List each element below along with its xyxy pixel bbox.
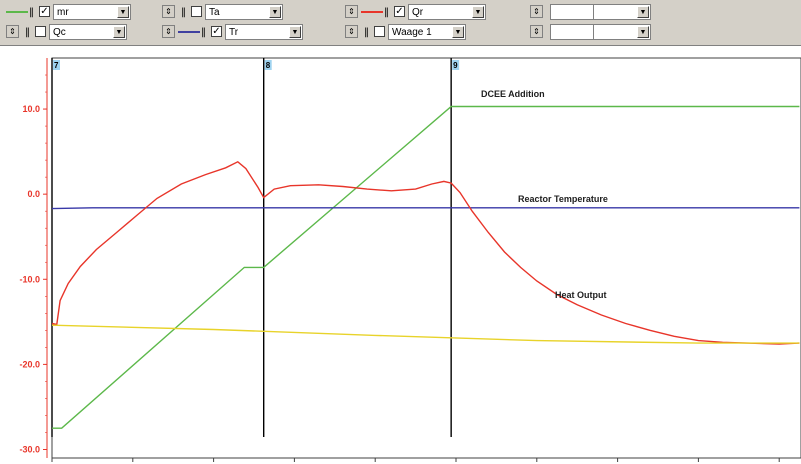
line-style-icon[interactable]: ‖ (364, 27, 369, 38)
series-lines (51, 105, 800, 429)
line-style-icon[interactable]: ‖ (384, 7, 389, 18)
channel-select-value: Ta (209, 7, 220, 18)
chevron-down-icon[interactable]: ▼ (113, 26, 125, 38)
chevron-down-icon[interactable]: ▼ (269, 6, 281, 18)
line-style-icon[interactable]: ‖ (29, 7, 34, 18)
annotation-dcee-addition: DCEE Addition (481, 89, 545, 99)
toolbar-row-1: ‖✓mr▼⇕‖Ta▼⇕‖✓Qr▼⇕‖▼ (0, 3, 801, 23)
channel-group: ⇕ ‖ Waage 1 ▼ (345, 23, 515, 43)
y-tick-label: -10.0 (19, 274, 40, 284)
event-markers: 7 8 9 (51, 58, 460, 437)
channel-select[interactable]: Qr ▼ (408, 4, 486, 20)
channel-select-value: Qr (412, 7, 424, 18)
channel-select[interactable]: Ta ▼ (205, 4, 283, 20)
visibility-checkbox[interactable] (35, 26, 46, 37)
empty-value-field[interactable] (550, 4, 594, 20)
channel-select[interactable]: mr ▼ (53, 4, 131, 20)
event-marker-tag[interactable] (264, 60, 272, 70)
chevron-down-icon[interactable]: ▼ (289, 26, 301, 38)
series-line (51, 207, 800, 210)
chevron-down-icon[interactable]: ▼ (117, 6, 129, 18)
toolbar: ‖✓mr▼⇕‖Ta▼⇕‖✓Qr▼⇕‖▼ ⇕‖Qc▼⇕‖✓Tr▼⇕‖Waage 1… (0, 0, 801, 46)
visibility-checkbox[interactable] (191, 6, 202, 17)
visibility-checkbox[interactable]: ✓ (211, 26, 222, 37)
visibility-checkbox[interactable]: ✓ (39, 6, 50, 17)
line-style-icon[interactable]: ‖ (181, 7, 186, 18)
channel-select[interactable]: Waage 1 ▼ (388, 24, 466, 40)
scale-spin-button[interactable]: ⇕ (162, 5, 175, 18)
series-line (51, 324, 800, 344)
series-line (51, 160, 800, 345)
channel-group: ⇕ ‖ ✓ Tr ▼ (162, 23, 332, 43)
chevron-down-icon[interactable]: ▼ (472, 6, 484, 18)
empty-value-field[interactable] (550, 24, 594, 40)
scale-spin-button[interactable]: ⇕ (345, 5, 358, 18)
chevron-down-icon[interactable]: ▼ (637, 6, 649, 18)
scale-spin-button[interactable]: ⇕ (345, 25, 358, 38)
annotation-heat-output: Heat Output (555, 290, 607, 300)
y-tick-label: -20.0 (19, 359, 40, 369)
channel-group: ‖ ✓ mr ▼ (6, 3, 176, 23)
channel-select[interactable]: Tr ▼ (225, 24, 303, 40)
line-style-icon[interactable]: ‖ (25, 27, 30, 38)
scale-spin-button[interactable]: ⇕ (6, 25, 19, 38)
annotation-reactor-temperature: Reactor Temperature (518, 194, 608, 204)
chevron-down-icon[interactable]: ▼ (452, 26, 464, 38)
channel-select-value: Waage 1 (392, 27, 432, 38)
channel-group: ⇕ ‖ Qc ▼ (6, 23, 176, 43)
channel-select-value: Tr (229, 27, 239, 38)
visibility-checkbox[interactable] (374, 26, 385, 37)
y-tick-label: 0.0 (27, 189, 40, 199)
event-marker-label: 9 (453, 61, 458, 70)
channel-select[interactable]: Qc ▼ (49, 24, 127, 40)
y-tick-label: -30.0 (19, 444, 40, 454)
y-axis: 10.0 0.0 -10.0 -20.0 -30.0 (19, 58, 48, 458)
toolbar-row-2: ⇕‖Qc▼⇕‖✓Tr▼⇕‖Waage 1▼⇕‖▼ (0, 23, 801, 43)
scale-spin-button[interactable]: ⇕ (530, 25, 543, 38)
line-style-icon[interactable]: ‖ (201, 27, 206, 38)
scale-spin-button[interactable]: ⇕ (162, 25, 175, 38)
trend-chart[interactable]: 10.0 0.0 -10.0 -20.0 -30.0 002:58:27003:28:2… (0, 45, 801, 464)
event-marker-label: 7 (54, 61, 59, 70)
event-marker-tag[interactable] (53, 60, 60, 70)
chevron-down-icon[interactable]: ▼ (637, 26, 649, 38)
series-line (52, 105, 800, 429)
scale-spin-button[interactable]: ⇕ (530, 5, 543, 18)
y-tick-label: 10.0 (22, 104, 40, 114)
plot-area (51, 57, 801, 459)
line-color-swatch (6, 11, 28, 13)
line-color-swatch (361, 11, 383, 13)
channel-select-value: mr (57, 7, 69, 18)
channel-select-value: Qc (53, 27, 66, 38)
event-marker-tag[interactable] (452, 60, 460, 70)
event-marker-label: 8 (266, 61, 271, 70)
x-axis: 002:58:27003:28:27003:58:27004:28:27004:… (51, 458, 780, 462)
visibility-checkbox[interactable]: ✓ (394, 6, 405, 17)
channel-group: ⇕ ‖ Ta ▼ (162, 3, 332, 23)
channel-group: ⇕ ‖ ✓ Qr ▼ (345, 3, 515, 23)
line-color-swatch (178, 31, 200, 33)
